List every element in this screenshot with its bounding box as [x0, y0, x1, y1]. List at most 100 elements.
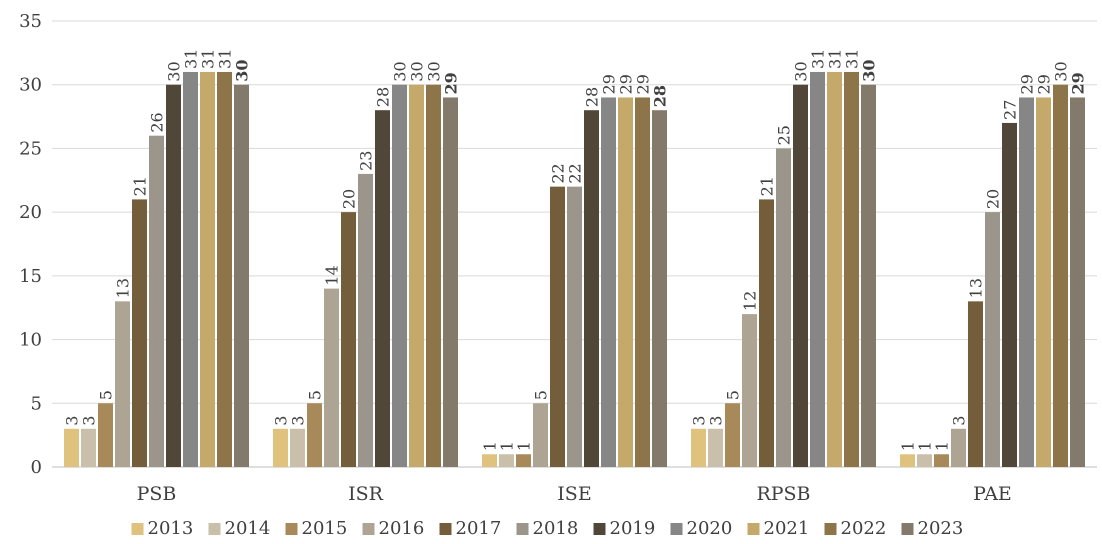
data-label: 14: [323, 265, 342, 285]
y-tick-label: 15: [19, 266, 42, 287]
category-label: PAE: [973, 483, 1012, 505]
data-label: 3: [690, 416, 709, 426]
data-label: 1: [899, 441, 918, 451]
data-label: 1: [481, 441, 500, 451]
data-label: 30: [792, 61, 811, 81]
legend-swatch-2016: [362, 523, 375, 535]
data-label: 29: [634, 74, 653, 94]
bar-rpsb-2016: [742, 314, 757, 467]
data-label: 22: [566, 163, 585, 183]
x-axis: PSB ISR ISE RPSB PAE: [137, 483, 1012, 505]
bar-isr-2016: [324, 288, 339, 467]
legend-label: 2017: [456, 518, 502, 539]
bar-pae-2013: [900, 454, 915, 467]
bar-isr-2020: [392, 84, 407, 467]
data-label: 29: [617, 74, 636, 94]
legend-label: 2013: [148, 518, 194, 539]
bar-psb-2020: [183, 71, 198, 467]
data-label: 3: [63, 416, 82, 426]
bar-rpsb-2014: [708, 428, 723, 467]
legend-swatch-2013: [131, 523, 144, 535]
legend-swatch-2014: [208, 523, 221, 535]
data-label: 31: [843, 49, 862, 69]
data-label: 13: [967, 278, 986, 298]
legend-label: 2019: [610, 518, 656, 539]
bar-pae-2015: [934, 454, 949, 467]
bar-rpsb-2022: [844, 71, 859, 467]
data-label: 28: [583, 87, 602, 107]
data-label: 29: [442, 72, 461, 94]
data-label: 28: [374, 87, 393, 107]
y-tick-label: 30: [19, 75, 42, 96]
data-label: 5: [97, 390, 116, 400]
data-label: 29: [600, 74, 619, 94]
legend-label: 2015: [302, 518, 348, 539]
bar-ise-2013: [482, 454, 497, 467]
y-axis: 0 5 10 15 20 25 30 35: [19, 11, 42, 478]
bar-psb-2021: [200, 71, 215, 467]
legend-swatch-2023: [901, 523, 914, 535]
data-label: 31: [199, 49, 218, 69]
data-label: 1: [515, 441, 534, 451]
bar-rpsb-2013: [691, 428, 706, 467]
bar-psb-2019: [166, 84, 181, 467]
data-label: 30: [1052, 61, 1071, 81]
y-tick-label: 5: [31, 393, 42, 414]
bar-rpsb-2019: [793, 84, 808, 467]
bar-psb-2013: [64, 428, 79, 467]
category-label: ISE: [557, 483, 591, 505]
bar-pae-2016: [951, 428, 966, 467]
data-label: 3: [80, 416, 99, 426]
bar-ise-2014: [499, 454, 514, 467]
legend: 2013 2014 2015 2016 2017 2018 2019 2020 2021 2022…: [131, 518, 963, 539]
data-label: 5: [306, 390, 325, 400]
data-label: 31: [809, 49, 828, 69]
data-label: 29: [1018, 74, 1037, 94]
data-label: 29: [1069, 72, 1088, 94]
bar-isr-2014: [290, 428, 305, 467]
bar-isr-2023: [443, 97, 458, 467]
bar-ise-2015: [516, 454, 531, 467]
data-label: 21: [131, 176, 150, 196]
legend-label: 2022: [841, 518, 887, 539]
legend-swatch-2020: [670, 523, 683, 535]
bar-ise-2018: [567, 186, 582, 467]
data-label: 12: [741, 291, 760, 311]
legend-swatch-2021: [747, 523, 760, 535]
bar-isr-2013: [273, 428, 288, 467]
bar-rpsb-2021: [827, 71, 842, 467]
bar-psb-2022: [217, 71, 232, 467]
bar-pae-2014: [917, 454, 932, 467]
legend-label: 2016: [379, 518, 425, 539]
bar-pae-2017: [968, 301, 983, 467]
data-label: 30: [408, 61, 427, 81]
data-label: 3: [707, 416, 726, 426]
legend-swatch-2015: [285, 523, 298, 535]
data-label: 3: [950, 416, 969, 426]
data-label: 31: [826, 49, 845, 69]
data-label: 3: [272, 416, 291, 426]
bar-rpsb-2020: [810, 71, 825, 467]
bar-isr-2018: [358, 173, 373, 467]
bar-rpsb-2023: [861, 84, 876, 467]
legend-label: 2021: [764, 518, 810, 539]
legend-swatch-2022: [824, 523, 837, 535]
bar-pae-2022: [1053, 84, 1068, 467]
bar-psb-2016: [115, 301, 130, 467]
data-label: 1: [933, 441, 952, 451]
legend-swatch-2017: [439, 523, 452, 535]
bar-pae-2023: [1070, 97, 1085, 467]
data-label: 21: [758, 176, 777, 196]
bar-rpsb-2015: [725, 403, 740, 467]
bar-pae-2021: [1036, 97, 1051, 467]
bar-psb-2015: [98, 403, 113, 467]
bar-psb-2018: [149, 135, 164, 467]
data-label: 13: [114, 278, 133, 298]
legend-label: 2018: [533, 518, 579, 539]
y-tick-label: 10: [19, 330, 42, 351]
bar-ise-2022: [635, 97, 650, 467]
data-label: 23: [357, 151, 376, 171]
y-tick-label: 35: [19, 11, 42, 32]
bar-ise-2020: [601, 97, 616, 467]
